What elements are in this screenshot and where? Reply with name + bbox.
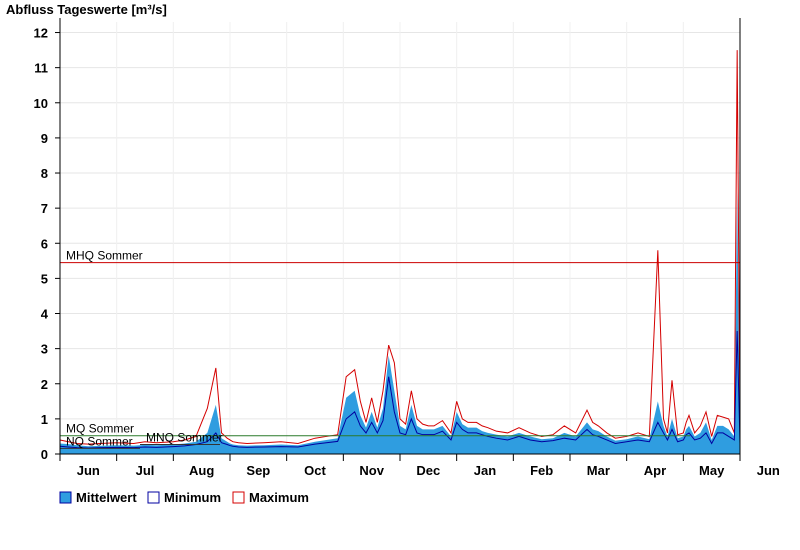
y-tick-label: 12	[34, 26, 48, 41]
grid-layer	[60, 22, 740, 454]
x-tick-label: May	[699, 463, 725, 478]
y-tick-label: 0	[41, 447, 48, 462]
reference-lines-layer: MHQ Sommer MQ Sommer MNQ Sommer NQ Sommer	[60, 249, 740, 449]
x-tick-label: Aug	[189, 463, 214, 478]
reference-line-label: MHQ Sommer	[66, 249, 143, 263]
x-tick-label: Apr	[644, 463, 666, 478]
legend-label: Minimum	[164, 490, 221, 505]
y-tick-label: 1	[41, 412, 48, 427]
legend-label: Mittelwert	[76, 490, 137, 505]
mean-area-layer	[60, 190, 740, 454]
legend-swatch	[59, 491, 72, 504]
y-tick-label: 2	[41, 377, 48, 392]
y-tick-label: 7	[41, 201, 48, 216]
legend-label: Maximum	[249, 490, 309, 505]
mean-area	[60, 190, 740, 454]
maximum-line	[59, 50, 741, 445]
y-tick-label: 8	[41, 166, 48, 181]
y-tick-label: 4	[41, 307, 49, 322]
minimum-line	[59, 331, 741, 449]
chart-title: Abfluss Tageswerte [m³/s]	[6, 2, 167, 17]
x-tick-label: Feb	[530, 463, 553, 478]
series-line-layer	[59, 50, 741, 449]
x-tick-label: Nov	[359, 463, 384, 478]
x-tick-label: Dec	[416, 463, 440, 478]
x-tick-label: Jun	[757, 463, 780, 478]
legend: Mittelwert Minimum Maximum	[59, 490, 309, 505]
x-tick-label: Jul	[136, 463, 155, 478]
y-tick-label: 6	[41, 236, 48, 251]
y-tick-label: 5	[41, 271, 48, 286]
reference-line-label: MNQ Sommer	[146, 431, 223, 445]
x-tick-label: Jan	[474, 463, 496, 478]
x-tick-label: Mar	[587, 463, 610, 478]
y-tick-label: 11	[34, 61, 48, 76]
legend-swatch	[232, 491, 245, 504]
reference-line-label: NQ Sommer	[66, 434, 133, 448]
y-tick-label: 9	[41, 131, 48, 146]
x-tick-label: Jun	[77, 463, 100, 478]
y-tick-label: 3	[41, 342, 48, 357]
y-tick-label: 10	[34, 96, 48, 111]
reference-line-label: MQ Sommer	[66, 422, 134, 436]
x-tick-label: Sep	[246, 463, 270, 478]
x-tick-label: Oct	[304, 463, 326, 478]
legend-swatch	[147, 491, 160, 504]
